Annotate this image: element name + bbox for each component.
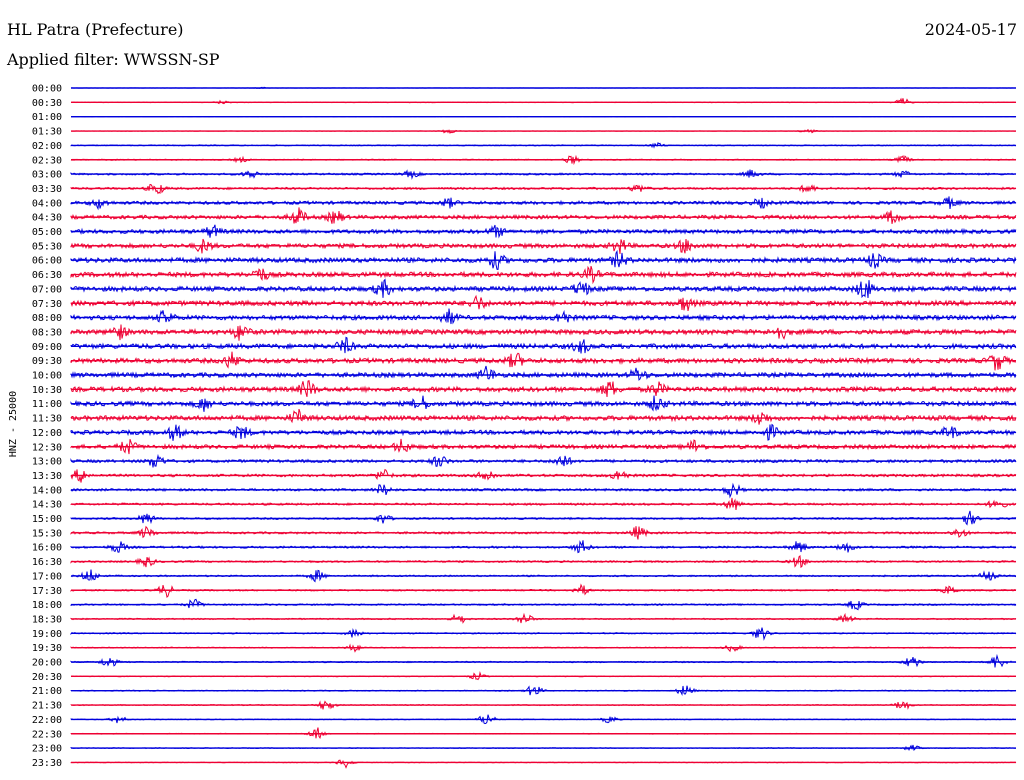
time-label: 14:30	[32, 500, 62, 511]
time-label: 11:30	[32, 414, 62, 425]
time-label: 21:00	[32, 686, 62, 697]
seismic-traces	[70, 86, 1017, 769]
time-label: 22:30	[32, 729, 62, 740]
time-label: 08:30	[32, 327, 62, 338]
trace-0800	[70, 308, 1017, 325]
trace-2330	[70, 759, 1017, 769]
y-axis-label: HNZ - 25000	[8, 391, 19, 457]
time-label: 09:00	[32, 342, 62, 353]
time-label: 22:00	[32, 715, 62, 726]
time-label: 15:30	[32, 528, 62, 539]
time-label: 14:00	[32, 485, 62, 496]
time-label: 12:30	[32, 442, 62, 453]
time-label: 06:00	[32, 256, 62, 267]
trace-1500	[70, 510, 1017, 526]
time-label: 19:30	[32, 643, 62, 654]
time-label: 00:00	[32, 84, 62, 95]
time-label: 16:30	[32, 557, 62, 568]
time-label: 13:30	[32, 471, 62, 482]
time-label: 20:30	[32, 672, 62, 683]
time-label: 12:00	[32, 428, 62, 439]
time-label: 01:00	[32, 112, 62, 123]
time-label: 15:00	[32, 514, 62, 525]
trace-1930	[70, 643, 1017, 653]
trace-1400	[70, 482, 1017, 499]
trace-1130	[70, 408, 1017, 425]
time-label: 17:30	[32, 586, 62, 597]
time-label: 23:00	[32, 744, 62, 755]
time-label: 06:30	[32, 270, 62, 281]
trace-1000	[70, 365, 1017, 381]
trace-0900	[70, 336, 1017, 354]
time-label: 02:00	[32, 141, 62, 152]
time-label: 07:00	[32, 284, 62, 295]
time-label: 19:00	[32, 629, 62, 640]
time-label: 07:30	[32, 299, 62, 310]
time-labels: 00:00 00:30 01:00 01:30 02:00 02:30 03:00 03:30…	[32, 84, 62, 769]
time-label: 13:00	[32, 457, 62, 468]
time-label: 09:30	[32, 356, 62, 367]
time-label: 23:30	[32, 758, 62, 769]
time-label: 04:00	[32, 198, 62, 209]
filter-label: Applied filter: WWSSN-SP	[7, 50, 220, 69]
trace-0700	[70, 278, 1017, 299]
time-label: 11:00	[32, 399, 62, 410]
time-label: 10:30	[32, 385, 62, 396]
time-label: 01:30	[32, 127, 62, 138]
time-label: 08:00	[32, 313, 62, 324]
time-label: 10:00	[32, 371, 62, 382]
time-label: 00:30	[32, 98, 62, 109]
time-label: 18:00	[32, 600, 62, 611]
time-label: 05:00	[32, 227, 62, 238]
time-label: 04:30	[32, 213, 62, 224]
time-label: 18:30	[32, 614, 62, 625]
trace-2230	[70, 727, 1017, 739]
time-label: 21:30	[32, 701, 62, 712]
time-label: 05:30	[32, 241, 62, 252]
time-label: 03:30	[32, 184, 62, 195]
trace-1600	[70, 540, 1017, 554]
time-label: 20:00	[32, 658, 62, 669]
time-label: 17:00	[32, 571, 62, 582]
trace-0430	[70, 207, 1017, 224]
time-label: 16:00	[32, 543, 62, 554]
time-label: 02:30	[32, 155, 62, 166]
time-label: 03:00	[32, 170, 62, 181]
date-label: 2024-05-17	[924, 20, 1017, 39]
station-title: HL Patra (Prefecture)	[7, 20, 184, 39]
